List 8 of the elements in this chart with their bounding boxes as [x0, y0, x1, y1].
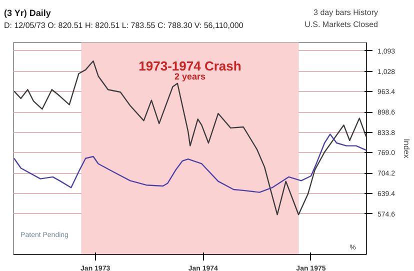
line-series	[14, 134, 366, 193]
chart-title: (3 Yr) Daily	[4, 8, 51, 18]
text: U.S. Markets Closed	[304, 20, 378, 29]
annotation: 2 years	[174, 71, 206, 82]
text: 3 day bars History	[314, 8, 378, 17]
text: D: 12/05/73 O: 820.51 H: 820.51 L: 783.55 C: 788.30 V: 56,110,000	[4, 21, 244, 30]
band-label: 1973-1974 Crash	[138, 58, 242, 74]
y-axis-title: Index	[402, 138, 412, 158]
